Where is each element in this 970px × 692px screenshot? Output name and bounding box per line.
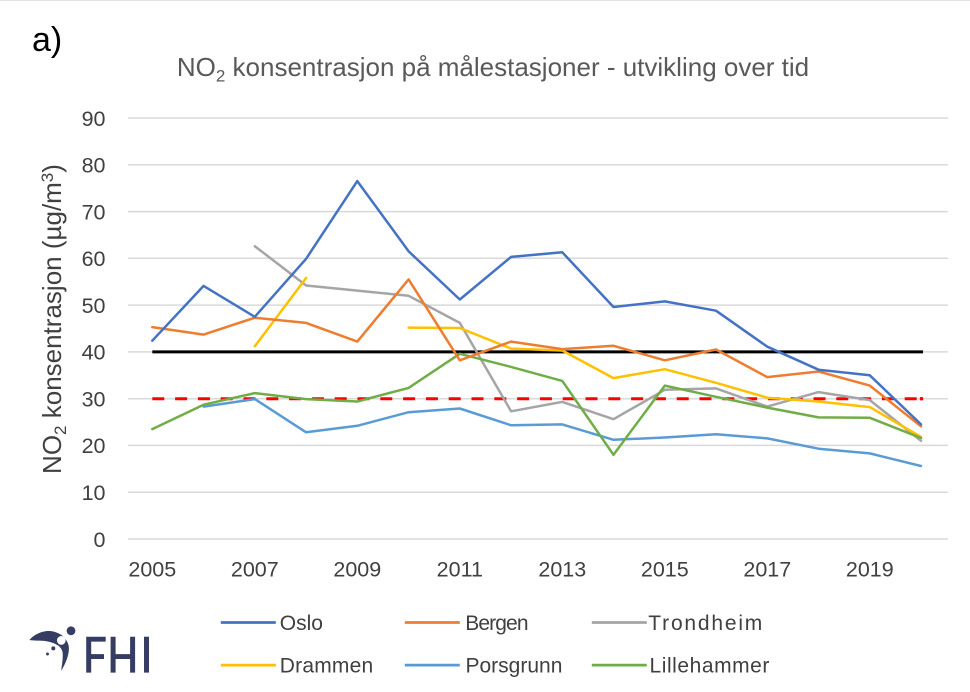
svg-text:2017: 2017: [743, 558, 791, 582]
svg-text:80: 80: [82, 154, 106, 178]
svg-text:NO2 konsentrasjon (µg/m3): NO2 konsentrasjon (µg/m3): [37, 164, 70, 474]
svg-text:NO2 konsentrasjon på målestasj: NO2 konsentrasjon på målestasjoner - utv…: [177, 52, 809, 86]
svg-text:2009: 2009: [333, 558, 381, 582]
svg-text:2005: 2005: [128, 558, 176, 582]
svg-text:Oslo: Oslo: [280, 612, 323, 635]
svg-text:60: 60: [82, 247, 106, 271]
svg-text:0: 0: [94, 528, 106, 552]
svg-text:40: 40: [82, 341, 106, 365]
svg-text:30: 30: [82, 388, 106, 412]
svg-text:Lillehammer: Lillehammer: [650, 655, 770, 678]
svg-text:Bergen: Bergen: [465, 612, 528, 635]
svg-text:a): a): [32, 21, 62, 59]
svg-text:70: 70: [82, 200, 106, 224]
svg-text:90: 90: [82, 107, 106, 131]
svg-text:2019: 2019: [846, 558, 894, 582]
svg-text:50: 50: [82, 294, 106, 318]
svg-text:20: 20: [82, 434, 106, 458]
svg-text:2011: 2011: [437, 558, 483, 582]
svg-text:Trondheim: Trondheim: [648, 612, 764, 635]
svg-text:2013: 2013: [538, 558, 586, 582]
svg-text:10: 10: [82, 481, 106, 505]
svg-text:Porsgrunn: Porsgrunn: [466, 655, 563, 678]
svg-text:2015: 2015: [641, 558, 689, 582]
svg-text:2007: 2007: [231, 558, 279, 582]
svg-text:Drammen: Drammen: [280, 655, 374, 678]
